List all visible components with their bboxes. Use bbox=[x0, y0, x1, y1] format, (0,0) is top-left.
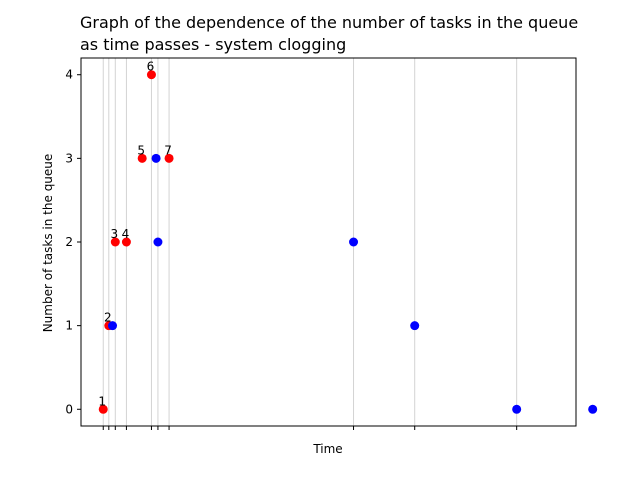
point-label-6: 6 bbox=[147, 60, 155, 74]
point-s1-3 bbox=[349, 237, 359, 247]
point-label-7: 7 bbox=[164, 143, 172, 157]
point-s1-6 bbox=[588, 404, 598, 414]
point-label-2: 2 bbox=[104, 311, 112, 325]
chart-title: Graph of the dependence of the number of… bbox=[80, 13, 579, 54]
point-s1-2 bbox=[153, 237, 163, 247]
y-axis-label: Number of tasks in the queue bbox=[41, 154, 55, 333]
y-tick-label-1: 1 bbox=[65, 319, 73, 333]
point-s0-5 bbox=[146, 70, 156, 80]
point-label-5: 5 bbox=[137, 143, 145, 157]
point-s0-3 bbox=[121, 237, 131, 247]
y-tick-label-0: 0 bbox=[65, 402, 73, 416]
point-label-1: 1 bbox=[98, 394, 106, 408]
point-s1-5 bbox=[512, 404, 522, 414]
point-s1-4 bbox=[410, 321, 420, 331]
point-s0-4 bbox=[137, 153, 147, 163]
points-layer bbox=[98, 70, 598, 414]
point-s0-2 bbox=[110, 237, 120, 247]
y-tick-label-4: 4 bbox=[65, 68, 73, 82]
point-s1-1 bbox=[151, 153, 161, 163]
y-tick-label-3: 3 bbox=[65, 151, 73, 165]
point-s0-6 bbox=[164, 153, 174, 163]
x-axis-label: Time bbox=[312, 442, 342, 456]
y-tick-label-2: 2 bbox=[65, 235, 73, 249]
grid-layer bbox=[102, 58, 518, 426]
point-label-3: 3 bbox=[110, 227, 118, 241]
point-s0-0 bbox=[98, 404, 108, 414]
point-s1-0 bbox=[108, 321, 118, 331]
labels-layer: 1 2 3 4 5 6 7 bbox=[98, 60, 171, 409]
point-label-4: 4 bbox=[122, 227, 130, 241]
